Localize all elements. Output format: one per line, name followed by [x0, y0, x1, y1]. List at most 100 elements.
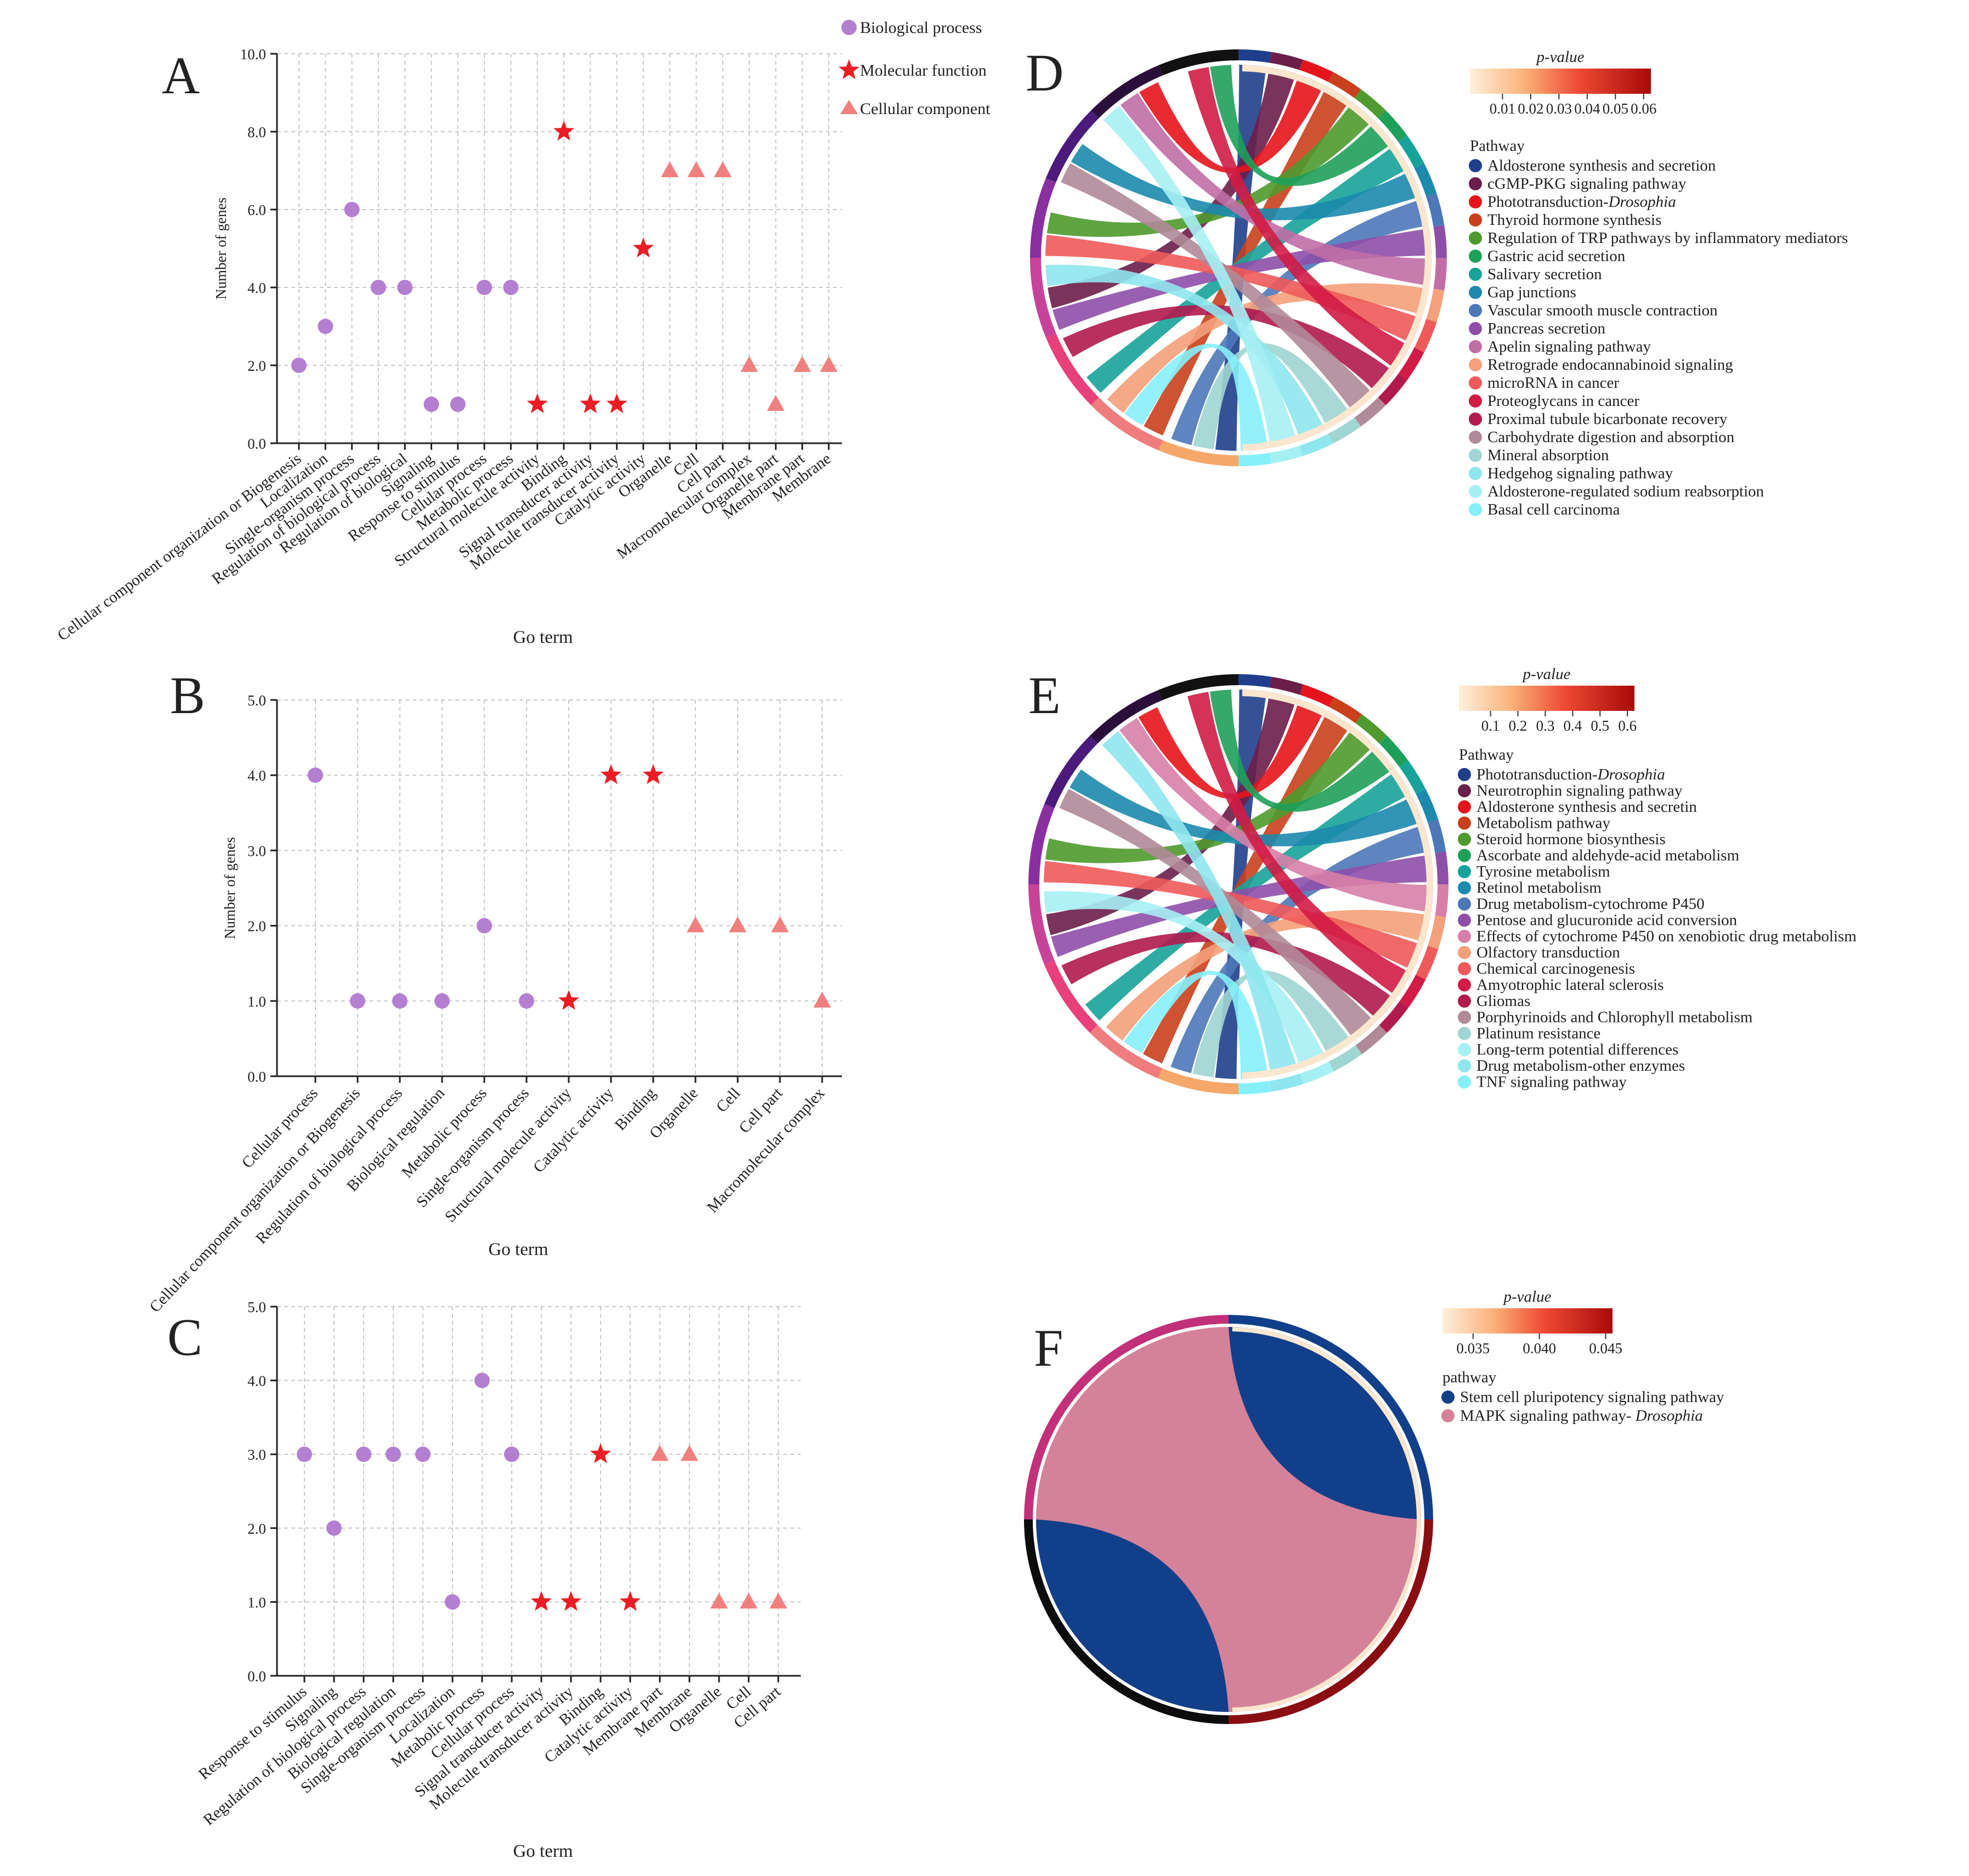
pathway-legend-label: Basal cell carcinoma — [1487, 501, 1620, 518]
y-tick-label: 2.0 — [247, 918, 266, 935]
pathway-legend-label: Drug metabolism-cytochrome P450 — [1476, 895, 1705, 913]
x-axis-label: Go term — [488, 1240, 548, 1259]
legend-circle-marker — [841, 20, 857, 35]
chord-gene-arc — [1158, 1068, 1238, 1094]
y-tick-label: 8.0 — [247, 124, 266, 140]
pathway-legend-label: Retrograde endocannabinoid signaling — [1487, 356, 1733, 374]
x-tick-label: Cellular component organization or Bioge… — [146, 1084, 364, 1316]
data-point-circle — [370, 280, 386, 295]
x-tick-label: Cellular process — [239, 1084, 321, 1172]
chord-ribbon — [1138, 699, 1325, 799]
data-point-circle — [423, 397, 439, 412]
data-point-circle — [344, 202, 360, 217]
data-point-circle — [386, 1446, 401, 1462]
y-tick-label: 0.0 — [247, 1069, 266, 1085]
pathway-legend-dot — [1458, 1010, 1471, 1024]
pathway-legend-dot — [1469, 340, 1482, 353]
pathway-legend-dot — [1458, 800, 1471, 813]
pathway-legend-label: Chemical carcinogenesis — [1476, 960, 1635, 977]
panel-letter-b: B — [170, 666, 205, 725]
data-point-triangle — [771, 916, 789, 933]
pathway-legend-dot — [1458, 881, 1471, 895]
pathway-legend-label: Carbohydrate digestion and absorption — [1487, 428, 1735, 446]
pathway-legend-label: Hedgehog signaling pathway — [1487, 465, 1673, 482]
data-point-circle — [519, 993, 534, 1009]
chord-ribbon — [1139, 74, 1325, 173]
chord-pathway-arc — [1238, 453, 1271, 466]
colorbar-tick-label: 0.3 — [1536, 717, 1555, 734]
pathway-legend-label: Metabolism pathway — [1476, 815, 1611, 832]
y-tick-label: 6.0 — [247, 202, 266, 218]
chord-pathway-arc — [1354, 397, 1386, 427]
chord-gene-arc — [1030, 178, 1056, 258]
colorbar — [1470, 69, 1651, 94]
colorbar-tick-label: 0.4 — [1563, 717, 1582, 734]
pathway-legend-label: Aldosterone synthesis and secretin — [1476, 798, 1697, 816]
chord-ribbon — [1210, 65, 1394, 186]
chord-pathway-arc — [1379, 1001, 1408, 1033]
pathway-legend-dot — [1469, 304, 1482, 317]
y-tick-label: 1.0 — [247, 1594, 266, 1611]
pathway-legend-dot — [1469, 394, 1482, 408]
chord-ribbon-stem-cell — [1036, 1519, 1229, 1712]
data-point-triangle — [661, 161, 679, 177]
pathway-legend-dot — [1458, 978, 1471, 992]
y-axis-label: Number of genes — [213, 197, 229, 300]
legend-label-cellular-component: Cellular component — [860, 100, 991, 118]
pathway-legend-label: Vascular smooth muscle contraction — [1487, 302, 1718, 319]
pathway-legend-dot — [1458, 897, 1471, 911]
chord-pathway-arc — [1269, 52, 1303, 70]
pathway-legend-dot — [1469, 503, 1482, 516]
data-point-triangle — [820, 356, 838, 372]
pathway-legend-dot — [1469, 213, 1482, 227]
data-point-star — [606, 393, 627, 414]
legend-label-biological-process: Biological process — [860, 19, 982, 37]
data-point-star — [620, 1591, 641, 1611]
chord-ribbon — [1045, 264, 1326, 441]
main-legend: Biological process Molecular function Ce… — [839, 19, 991, 118]
chord-pathway-arc — [1433, 225, 1447, 258]
data-point-circle — [434, 993, 450, 1009]
chord-ribbon — [1071, 144, 1422, 221]
pathway-legend-label: Steroid hormone biosynthesis — [1476, 830, 1666, 848]
colorbar-tick-label: 0.1 — [1481, 717, 1500, 734]
colorbar-tick-label: 0.6 — [1618, 717, 1637, 734]
pathway-legend-dot — [1469, 177, 1482, 190]
pathway-legend-dot — [1469, 286, 1482, 299]
data-point-circle — [445, 1594, 460, 1610]
pathway-legend-label: Drug metabolism-other enzymes — [1476, 1057, 1685, 1075]
chord-pathway-arc — [1328, 72, 1361, 98]
chord-ribbon — [1123, 970, 1269, 1079]
data-point-circle — [291, 358, 307, 373]
y-axis-label: Number of genes — [222, 837, 238, 939]
pathway-legend-label: Phototransduction-Drosophia — [1476, 766, 1665, 783]
chord-pathway-arc — [1416, 946, 1439, 980]
colorbar-tick-label: 0.03 — [1546, 100, 1572, 117]
pathway-legend-dot — [1469, 413, 1482, 426]
chord-gene-arc — [1158, 674, 1238, 700]
pathway-legend-dot — [1458, 865, 1471, 878]
pathway-legend-label: cGMP-PKG signaling pathway — [1487, 175, 1687, 193]
pathway-legend-label: Salivary secretion — [1487, 265, 1602, 283]
chord-pathway-arc — [1328, 697, 1362, 724]
chord-pathway-arc — [1378, 110, 1407, 142]
chord-gene-arc — [1030, 258, 1056, 338]
data-point-circle — [415, 1446, 431, 1462]
pathway-legend-label: Aldosterone-regulated sodium reabsorptio… — [1487, 483, 1764, 500]
pathway-legend-dot — [1441, 1391, 1455, 1404]
pathway-legend-label: Regulation of TRP pathways by inflammato… — [1487, 229, 1848, 247]
panel-letter-a: A — [162, 46, 200, 105]
pathway-legend-dot — [1469, 358, 1482, 371]
colorbar-tick-label: 0.01 — [1490, 100, 1515, 117]
pathway-legend-label: Phototransduction-Drosophia — [1487, 193, 1676, 211]
chord-pathway-arc — [1428, 819, 1446, 854]
chord-gene-arc — [1028, 884, 1055, 965]
colorbar-tick-label: 0.06 — [1631, 100, 1656, 117]
y-tick-label: 4.0 — [247, 280, 266, 296]
colorbar-tick-label: 0.04 — [1574, 100, 1600, 117]
pathway-legend-dot — [1469, 268, 1482, 281]
chord-ribbon — [1044, 861, 1424, 971]
y-tick-label: 1.0 — [247, 993, 266, 1010]
x-axis-label: Go term — [513, 628, 573, 647]
